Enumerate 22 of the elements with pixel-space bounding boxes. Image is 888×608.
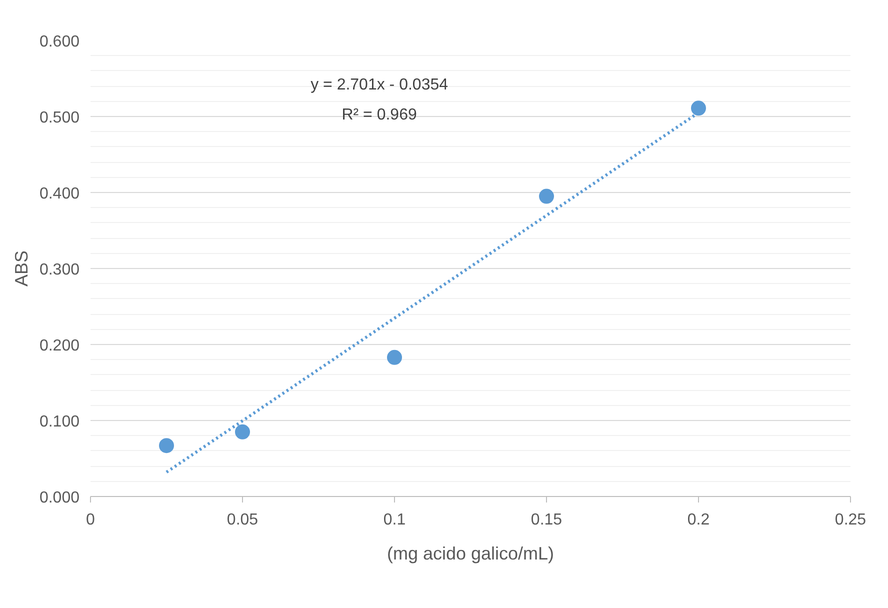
point [235, 424, 250, 440]
x-tick-label: 0.15 [530, 512, 562, 528]
x-tick-label: 0.05 [226, 512, 258, 528]
y-tick-label: 0.400 [39, 186, 80, 202]
annotation: y = 2.701x - 0.0354 [310, 76, 448, 94]
point [387, 350, 402, 365]
y-tick-label: 0.600 [39, 34, 80, 50]
x-tick-label: 0 [86, 512, 96, 528]
point [159, 438, 174, 454]
y-tick-label: 0.000 [39, 490, 80, 506]
x-tick-label: 0.2 [687, 512, 710, 528]
point [691, 100, 706, 116]
annotation: R² = 0.969 [342, 106, 417, 124]
x-tick-label: 0.1 [383, 512, 406, 528]
y-axis-title: ABS [11, 250, 32, 287]
x-tick-label: 0.25 [834, 512, 866, 528]
x-axis-title: (mg acido galico/mL) [386, 544, 554, 564]
y-tick-label: 0.500 [39, 110, 80, 126]
y-tick-label: 0.300 [39, 262, 80, 278]
y-tick-label: 0.200 [39, 338, 80, 354]
point [539, 188, 554, 204]
y-tick-label: 0.100 [39, 414, 80, 430]
